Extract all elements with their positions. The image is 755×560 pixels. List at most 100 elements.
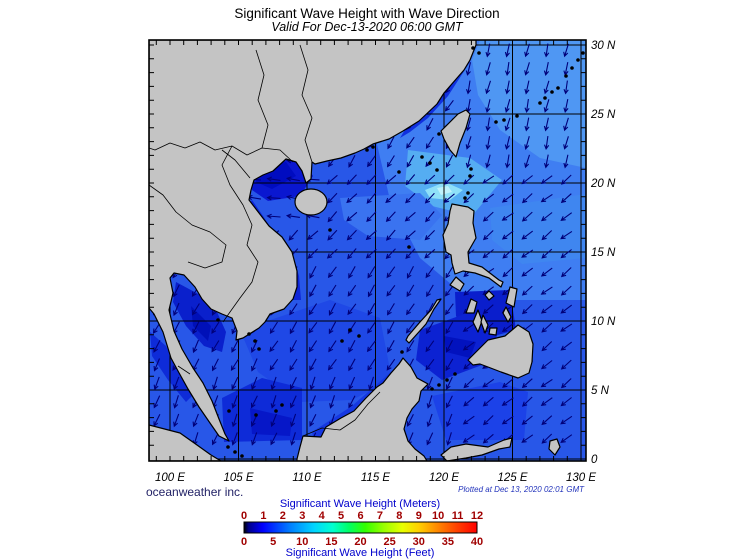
islet-dot [471, 46, 475, 50]
lat-label: 30 N [591, 40, 616, 52]
feet-tick-label: 25 [384, 536, 396, 548]
land-leyte [502, 306, 512, 323]
islet-dot [348, 328, 352, 332]
meters-tick-label: 0 [241, 510, 247, 522]
islet-dot [227, 409, 231, 413]
islet-dot [240, 454, 244, 458]
land-borneo [296, 357, 429, 461]
feet-tick-label: 20 [354, 536, 366, 548]
land-sumatra [149, 424, 222, 461]
meters-tick-label: 1 [260, 510, 266, 522]
islet-dot [550, 90, 554, 94]
land-masbate [484, 290, 495, 301]
islet-dot [400, 350, 404, 354]
scale-ticks-feet: 0 5 10 15 20 25 30 35 40 [241, 536, 483, 548]
islet-dot [257, 347, 261, 351]
feet-tick-label: 30 [413, 536, 425, 548]
islet-dot [328, 228, 332, 232]
meters-tick-label: 9 [416, 510, 422, 522]
lon-label: 125 E [497, 472, 527, 484]
islet-dot [357, 334, 361, 338]
land-panay [465, 298, 478, 314]
credit-text: oceanweather inc. [146, 485, 243, 499]
islet-dot [445, 378, 449, 382]
land-negros [472, 309, 483, 333]
islet-dot [453, 372, 457, 376]
islet-dot [463, 196, 467, 200]
frame-degree-ticks [149, 40, 586, 461]
islet-dot [570, 66, 574, 70]
land-mindanao [467, 324, 534, 379]
meters-tick-label: 2 [280, 510, 286, 522]
scale-title-feet: Significant Wave Height (Feet) [286, 547, 435, 559]
lon-label: 115 E [361, 472, 391, 484]
map-frame [148, 39, 587, 462]
land-palawan [405, 298, 442, 344]
land-mainland-asia [149, 40, 477, 442]
islet-dot [428, 161, 432, 165]
islet-dot [247, 332, 251, 336]
land-luzon [442, 203, 504, 288]
islet-dot [226, 445, 230, 449]
islet-dot [466, 191, 470, 195]
islet-dot [564, 74, 568, 78]
islet-dot [420, 155, 424, 159]
lon-label: 105 E [223, 472, 253, 484]
lon-label: 110 E [292, 472, 322, 484]
islet-dot [280, 403, 284, 407]
islet-dot [371, 145, 375, 149]
lat-label: 0 [591, 454, 598, 466]
islet-dot [407, 245, 411, 249]
islet-dot [437, 383, 441, 387]
meters-tick-label: 10 [432, 510, 444, 522]
islet-dot [543, 96, 547, 100]
page-title: Significant Wave Height with Wave Direct… [234, 6, 499, 21]
islet-dot [556, 86, 560, 90]
latitude-labels: 30 N 25 N 20 N 15 N 10 N 5 N 0 [590, 40, 616, 466]
lat-label: 20 N [590, 178, 616, 190]
land-bohol [488, 327, 498, 336]
islet-dot [254, 413, 258, 417]
map-body [149, 40, 586, 461]
meters-tick-label: 5 [338, 510, 344, 522]
islet-dot [515, 114, 519, 118]
islet-dot [469, 167, 473, 171]
islet-dot [477, 51, 481, 55]
lat-label: 10 N [591, 316, 616, 328]
islet-dot [494, 120, 498, 124]
islet-dot [576, 58, 580, 62]
feet-tick-label: 15 [325, 536, 337, 548]
meters-tick-label: 6 [357, 510, 363, 522]
islet-dot [397, 170, 401, 174]
land-layer [149, 40, 561, 461]
islet-dot [502, 118, 506, 122]
islet-dot [365, 148, 369, 152]
islet-dot [437, 132, 441, 136]
lat-label: 5 N [591, 385, 610, 397]
small-islands-layer [216, 46, 585, 458]
lon-label: 130 E [566, 472, 596, 484]
islet-dot [233, 450, 237, 454]
land-taiwan [440, 109, 471, 158]
land-halmahera [548, 438, 561, 456]
land-cebu [480, 314, 489, 334]
political-borders-layer [149, 44, 381, 437]
meters-tick-label: 4 [319, 510, 326, 522]
meters-tick-label: 12 [471, 510, 483, 522]
scale-ticks-meters: 0 1 2 3 4 5 6 7 8 9 10 11 12 [241, 510, 483, 522]
feet-tick-label: 40 [471, 536, 483, 548]
islet-dot [274, 409, 278, 413]
islet-dot [581, 51, 585, 55]
islet-dot [340, 339, 344, 343]
feet-tick-label: 35 [442, 536, 454, 548]
meters-tick-label: 11 [452, 510, 464, 522]
islet-dot [430, 387, 434, 391]
islet-dot [538, 101, 542, 105]
islet-dot [468, 174, 472, 178]
color-scale-bar [243, 521, 478, 534]
meters-tick-label: 8 [396, 510, 402, 522]
land-samar [505, 286, 518, 308]
